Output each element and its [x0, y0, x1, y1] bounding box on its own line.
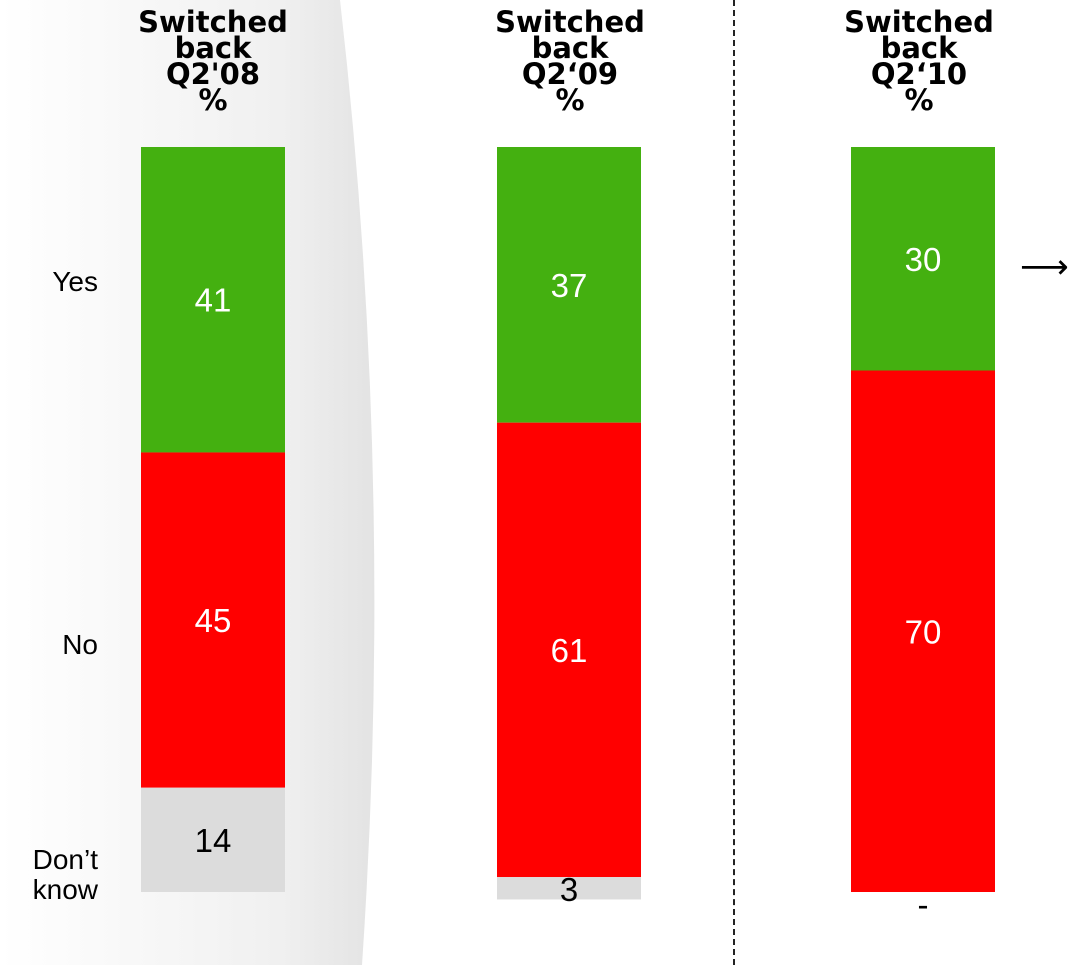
data-label-yes-1: 37 [551, 267, 588, 304]
right-arrow-icon: ⟶ [1020, 247, 1069, 287]
data-label-no-0: 45 [195, 602, 232, 639]
bar-segment-yes-2 [851, 147, 995, 371]
bar-segment-yes-0 [141, 147, 285, 453]
data-label-dont-know-2: - [918, 886, 929, 923]
data-label-dont-know-0: 14 [195, 822, 232, 859]
bar-segment-no-0 [141, 452, 285, 788]
row-label-dont-know: Don’t know [32, 844, 98, 905]
bar-segment-dont-know-0 [141, 787, 285, 892]
bar-segment-no-1 [497, 422, 641, 878]
data-label-yes-2: 30 [905, 241, 942, 278]
column-header-q2-09: Switched back Q2‘09% [495, 5, 645, 117]
data-label-yes-0: 41 [195, 282, 232, 319]
data-label-no-2: 70 [905, 613, 942, 650]
column-header-q2-08: Switched back Q2'08% [138, 5, 288, 117]
bar-segment-dont-know-1 [497, 877, 641, 900]
row-label-no: No [62, 629, 98, 660]
data-label-no-1: 61 [551, 632, 588, 669]
row-label-yes: Yes [52, 266, 98, 297]
dashed-divider [733, 0, 735, 965]
bar-segment-no-2 [851, 370, 995, 892]
bar-segment-yes-1 [497, 147, 641, 423]
column-header-q2-10: Switched back Q2‘10% [844, 5, 994, 117]
data-label-dont-know-1: 3 [560, 871, 578, 908]
